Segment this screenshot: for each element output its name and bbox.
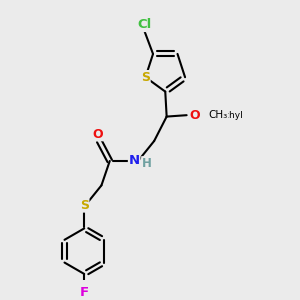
- Text: O: O: [189, 109, 200, 122]
- Text: CH₃: CH₃: [209, 110, 228, 120]
- Text: H: H: [142, 157, 152, 170]
- Text: O: O: [92, 128, 103, 141]
- Text: N: N: [129, 154, 140, 167]
- Text: S: S: [80, 199, 89, 212]
- Text: Cl: Cl: [138, 18, 152, 31]
- Text: F: F: [80, 286, 89, 299]
- Text: S: S: [141, 71, 150, 84]
- Text: methyl: methyl: [212, 111, 243, 120]
